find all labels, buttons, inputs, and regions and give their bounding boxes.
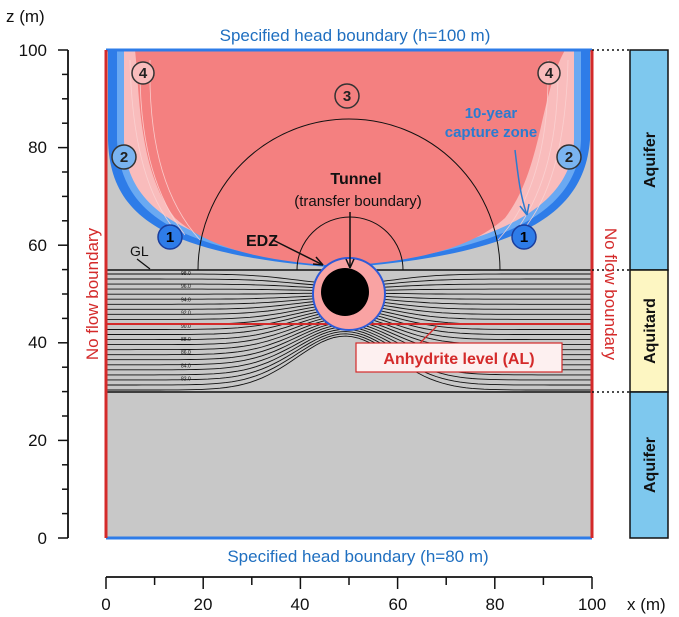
- y-tick-label-100: 100: [19, 41, 47, 60]
- gl-pointer: [136, 258, 151, 270]
- contour-label: 98.0: [181, 271, 191, 277]
- contour-label: 96.0: [181, 284, 191, 290]
- x-tick-label-80: 80: [486, 595, 505, 614]
- anhydrite-label: Anhydrite level (AL): [383, 351, 534, 368]
- x-tick-label-100: 100: [578, 595, 606, 614]
- x-axis-title: x (m): [627, 595, 666, 614]
- transfer-boundary-arc-large: [197, 118, 501, 271]
- capture-zone-arrow: [514, 149, 528, 216]
- head-contour-line: [106, 335, 592, 391]
- y-axis-title: z (m): [6, 7, 45, 26]
- zone-marker-4-right-label: 4: [545, 65, 554, 82]
- tunnel-pointer-head: [345, 258, 355, 269]
- left-boundary-label: No flow boundary: [83, 227, 102, 360]
- gl-label: GL: [130, 243, 149, 259]
- strata-aquifer-lower: [629, 391, 669, 539]
- zone-marker-2-right-label: 2: [565, 149, 573, 166]
- strata-label-aquifer-upper: Aquifer: [642, 132, 659, 188]
- contour-label: 92.0: [181, 311, 191, 317]
- capture-zone-core: [135, 50, 565, 266]
- anhydrite-pointer: [419, 325, 438, 344]
- capture-zone-label-line2: capture zone: [445, 124, 538, 141]
- y-tick-label-20: 20: [28, 431, 47, 450]
- tunnel-label: Tunnel: [330, 171, 381, 188]
- tunnel-sublabel: (transfer boundary): [294, 193, 422, 210]
- strata-connectors: [592, 49, 630, 393]
- zone-marker-4-left-label: 4: [139, 65, 148, 82]
- contour-labels: 98.0 96.0 94.0 92.0 90.0 88.0 86.0 84.0 82.0: [181, 271, 191, 383]
- zone-marker-3-label: 3: [343, 88, 351, 105]
- contour-label: 90.0: [181, 324, 191, 330]
- y-tick-label-60: 60: [28, 236, 47, 255]
- zone-marker-3: [334, 83, 360, 109]
- edz-pointer: [272, 239, 324, 266]
- head-contour-line: [106, 333, 592, 386]
- zone-marker-2-right: [556, 144, 582, 170]
- x-tick-label-20: 20: [194, 595, 213, 614]
- y-tick-label-0: 0: [38, 529, 47, 548]
- zone-marker-1-right-label: 1: [520, 229, 528, 246]
- x-tick-label-0: 0: [101, 595, 110, 614]
- y-axis: 0 20 40 60 80 100 z (m): [6, 7, 69, 548]
- capture-zone-arrowhead: [519, 203, 530, 216]
- x-tick-label-40: 40: [291, 595, 310, 614]
- tunnel: [321, 268, 369, 316]
- zone-marker-2-left: [111, 144, 137, 170]
- contour-label: 84.0: [181, 363, 191, 369]
- zone-markers: 4 4 3 2 2 1 1: [111, 61, 582, 250]
- zone-marker-1-right: [511, 224, 537, 250]
- capture-zone: [108, 50, 590, 268]
- bottom-boundary-label: Specified head boundary (h=80 m): [227, 547, 488, 566]
- streamlines: [129, 59, 569, 241]
- y-tick-label-40: 40: [28, 333, 47, 352]
- contour-label: 86.0: [181, 350, 191, 356]
- zone-marker-1-left: [157, 224, 183, 250]
- contour-label: 94.0: [181, 297, 191, 303]
- head-contour-line: [106, 331, 592, 381]
- contour-label: 88.0: [181, 337, 191, 343]
- strata-aquitard: [629, 269, 669, 393]
- strata-aquifer-upper: [629, 49, 669, 271]
- strata-label-aquitard: Aquitard: [642, 298, 659, 364]
- x-axis: 0 20 40 60 80 100 x (m): [101, 576, 666, 614]
- edz-pointer-head: [312, 256, 324, 266]
- zone-marker-1-left-label: 1: [166, 229, 174, 246]
- anhydrite-label-box: [355, 342, 563, 373]
- strata-column: Aquifer Aquitard Aquifer: [629, 49, 669, 539]
- zone-marker-4-left: [131, 61, 155, 85]
- zone-marker-2-left-label: 2: [120, 149, 128, 166]
- zone-marker-4-right: [537, 61, 561, 85]
- contour-label: 82.0: [181, 377, 191, 383]
- right-boundary-label: No flow boundary: [601, 228, 620, 361]
- x-tick-label-60: 60: [389, 595, 408, 614]
- strata-label-aquifer-lower: Aquifer: [642, 437, 659, 493]
- edz-label: EDZ: [246, 233, 278, 250]
- y-tick-label-80: 80: [28, 138, 47, 157]
- top-boundary-label: Specified head boundary (h=100 m): [220, 26, 491, 45]
- capture-zone-label-line1: 10-year: [465, 105, 518, 122]
